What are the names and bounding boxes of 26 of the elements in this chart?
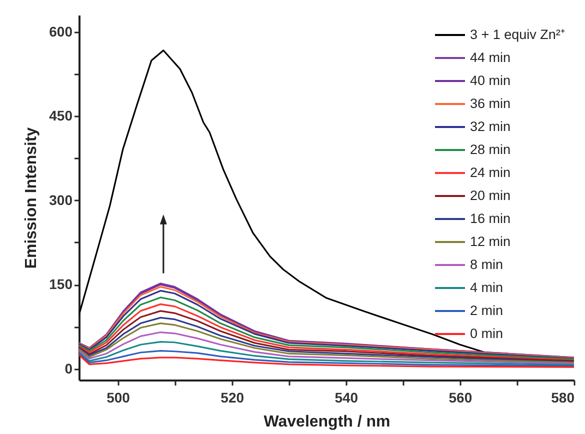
y-tick-label: 300: [49, 192, 73, 208]
legend-label: 40 min: [470, 73, 511, 88]
x-tick-label: 500: [106, 390, 130, 406]
legend-label: 44 min: [470, 50, 511, 65]
x-axis-title: Wavelength / nm: [264, 414, 390, 430]
legend-label: 32 min: [470, 119, 511, 134]
y-axis-title: Emission Intensity: [23, 127, 40, 269]
legend-label: 24 min: [470, 165, 511, 180]
x-tick-label: 560: [448, 390, 472, 406]
legend-label: 8 min: [470, 257, 504, 272]
legend-label: 0 min: [470, 326, 504, 341]
y-tick-label: 600: [49, 23, 73, 40]
legend-label: 4 min: [470, 280, 504, 295]
legend-label: 12 min: [470, 234, 511, 249]
legend-label: 28 min: [470, 142, 511, 157]
y-tick-label: 450: [49, 108, 73, 124]
legend-label: 36 min: [470, 96, 511, 111]
legend-label: 2 min: [470, 303, 504, 318]
x-tick-label: 580: [551, 390, 575, 406]
legend-label: 20 min: [470, 188, 511, 203]
y-tick-label: 0: [64, 360, 73, 376]
legend-label: 3 + 1 equiv Zn²⁺: [470, 27, 566, 42]
x-tick-label: 520: [220, 390, 244, 406]
legend-label: 16 min: [470, 211, 511, 226]
y-tick-label: 150: [49, 276, 73, 292]
x-tick-label: 540: [334, 390, 358, 406]
